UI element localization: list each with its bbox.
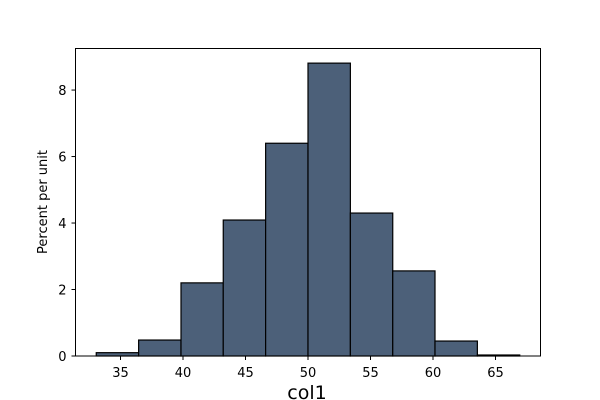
x-tick-label: 50 — [300, 366, 317, 381]
histogram-bar — [307, 62, 351, 357]
y-tick-label: 2 — [58, 284, 66, 299]
x-tick-label: 55 — [362, 366, 379, 381]
x-axis-ticks: 35 40 45 50 55 60 65 — [112, 356, 504, 381]
histogram-bar — [392, 270, 436, 357]
y-tick-label: 8 — [58, 84, 66, 99]
histogram-bar — [434, 340, 478, 357]
x-tick-label: 40 — [175, 366, 192, 381]
histogram-bar — [265, 142, 309, 357]
y-axis-ticks: 0 2 4 6 8 — [58, 84, 76, 365]
histogram-bar — [180, 282, 224, 357]
y-tick-label: 6 — [58, 151, 66, 166]
x-axis-label: col1 — [287, 382, 326, 400]
histogram-bar — [349, 212, 394, 357]
histogram-bar — [138, 339, 182, 357]
x-tick-label: 45 — [237, 366, 254, 381]
x-tick-label: 60 — [425, 366, 442, 381]
y-tick-label: 0 — [58, 350, 66, 365]
y-axis-label: Percent per unit — [36, 150, 51, 254]
y-tick-label: 4 — [58, 217, 66, 232]
bars-group — [95, 62, 521, 357]
x-tick-label: 35 — [112, 366, 129, 381]
histogram-bar — [222, 219, 267, 357]
x-tick-label: 65 — [487, 366, 504, 381]
